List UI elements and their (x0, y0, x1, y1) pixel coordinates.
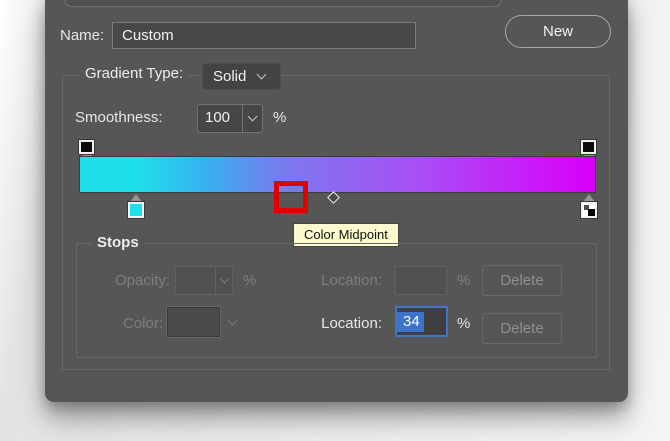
smoothness-label: Smoothness: (75, 109, 163, 126)
color-row-label: Color: (122, 315, 163, 332)
red-highlight-annotation (274, 181, 308, 213)
color-stop-pointer (129, 194, 142, 202)
opacity-stop-icon (78, 139, 95, 155)
checker-square-icon (583, 205, 589, 210)
opacity-value (176, 267, 215, 294)
opacity-value-combo[interactable] (175, 266, 233, 295)
opacity-percent-sign: % (243, 272, 257, 289)
smoothness-dropdown-button[interactable] (242, 105, 262, 132)
gradient-preview-bar[interactable] (79, 156, 596, 193)
color-location-percent-sign: % (457, 315, 471, 332)
color-stop-pointer (582, 194, 595, 202)
gradient-type-label: Gradient Type: (79, 65, 190, 82)
delete-opacity-stop-button[interactable]: Delete (482, 265, 562, 296)
stops-legend: Stops (91, 234, 145, 251)
chevron-down-icon (256, 69, 267, 80)
color-stop-right[interactable] (579, 194, 598, 219)
color-stop-swatch-cyan (126, 201, 145, 219)
color-location-input[interactable]: 34 (395, 306, 448, 337)
smoothness-percent-sign: % (273, 109, 287, 126)
stops-groupbox (76, 243, 597, 358)
gradient-settings-groupbox (62, 75, 610, 370)
opacity-dropdown-button[interactable] (215, 267, 232, 294)
smoothness-value: 100 (205, 109, 231, 126)
opacity-location-label: Location: (321, 272, 382, 289)
chevron-down-icon (219, 273, 230, 284)
name-input[interactable]: Custom (112, 22, 416, 49)
opacity-row-label: Opacity: (114, 272, 170, 289)
chevron-down-icon (247, 111, 258, 122)
color-stop-swatch-checker (579, 201, 598, 219)
checker-square-icon (587, 209, 595, 216)
color-stop-cyan[interactable] (126, 194, 145, 219)
presets-panel-bottom-edge (65, 0, 501, 7)
new-button[interactable]: New (505, 15, 611, 48)
opacity-location-percent-sign: % (457, 272, 471, 289)
gradient-type-value: Solid (213, 68, 247, 85)
selected-text: 34 (397, 311, 424, 332)
opacity-location-input[interactable] (395, 266, 447, 295)
gradient-type-select[interactable]: Solid (202, 63, 281, 90)
name-label: Name: (60, 27, 105, 44)
opacity-stop-icon (580, 139, 597, 155)
color-location-label: Location: (321, 315, 382, 332)
delete-color-stop-button[interactable]: Delete (482, 313, 562, 344)
gradient-editor-dialog: Name: Custom New Gradient Type: Solid Sm… (45, 0, 628, 402)
color-swatch[interactable] (166, 306, 221, 338)
smoothness-combo[interactable]: 100 (197, 104, 263, 133)
